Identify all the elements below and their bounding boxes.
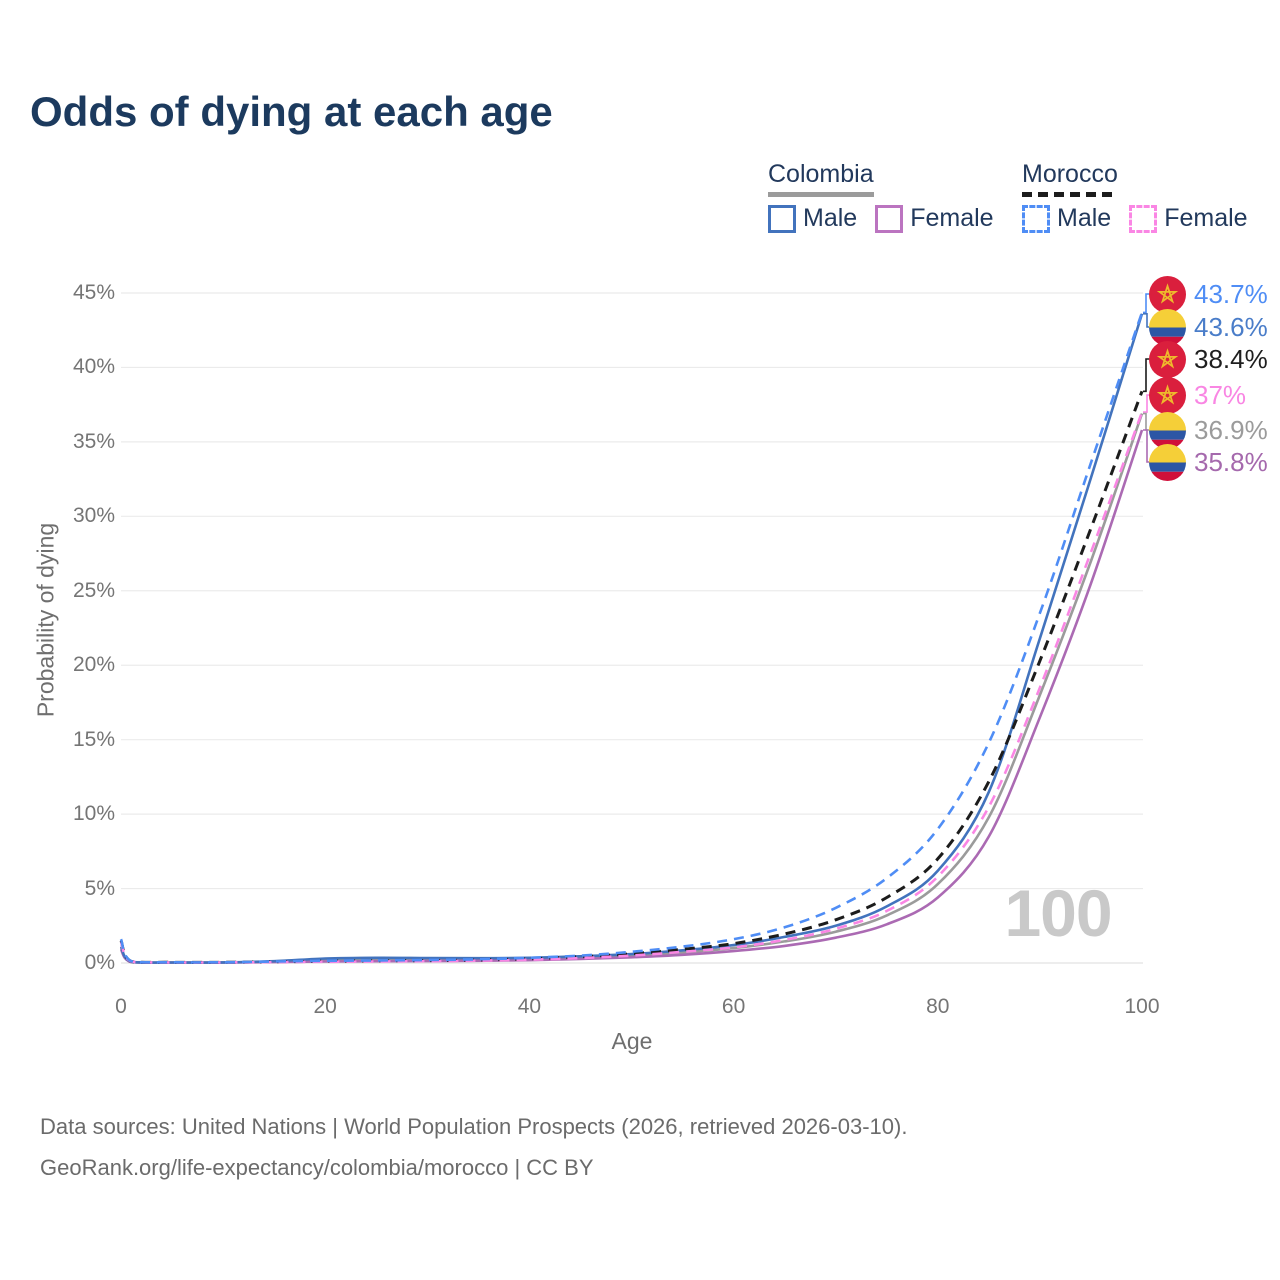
- legend-item-label: Female: [1164, 204, 1248, 232]
- morocco-female-swatch-icon: [1129, 204, 1158, 233]
- series-line-morocco-female[interactable]: [119, 411, 1144, 964]
- legend-group-morocco: Morocco Male Female: [1022, 160, 1248, 233]
- legend-item-morocco-male[interactable]: Male: [1022, 204, 1111, 233]
- morocco-male-swatch-icon: [1022, 204, 1050, 233]
- end-label-colombia-total: 36.9%: [1149, 411, 1268, 449]
- legend-country-colombia[interactable]: Colombia: [768, 160, 874, 197]
- end-label-value: 43.7%: [1194, 278, 1268, 309]
- x-axis-title: Age: [611, 1028, 653, 1054]
- y-tick-label-0: 0%: [84, 951, 115, 974]
- colombia-flag-icon: [1149, 443, 1186, 481]
- legend-items-morocco: Male Female: [1022, 204, 1248, 233]
- x-tick-label-100: 100: [1124, 995, 1160, 1018]
- end-label-morocco-male: 43.7%: [1149, 275, 1268, 313]
- colombia-line-style-swatch: [768, 192, 874, 197]
- chart-title: Odds of dying at each age: [30, 88, 553, 135]
- x-tick-label-0: 0: [115, 995, 127, 1018]
- y-tick-label-10: 10%: [72, 802, 115, 826]
- end-label-morocco-female: 37%: [1149, 376, 1246, 414]
- footer-attribution-link: GeoRank.org/life-expectancy/colombia/mor…: [40, 1155, 594, 1180]
- x-tick-label-40: 40: [517, 995, 542, 1018]
- series-line-morocco-total[interactable]: [119, 390, 1144, 964]
- end-label-value: 43.6%: [1194, 311, 1268, 342]
- x-tick-label-80: 80: [926, 995, 950, 1018]
- y-tick-label-25: 25%: [72, 578, 115, 602]
- legend-items-colombia: Male Female: [768, 204, 994, 233]
- legend: Colombia Male Female Morocco: [0, 160, 1280, 250]
- end-label-colombia-female: 35.8%: [1149, 443, 1268, 481]
- series-line-morocco-male[interactable]: [119, 311, 1144, 964]
- colombia-female-swatch-icon: [875, 204, 904, 233]
- y-tick-label-35: 35%: [72, 429, 115, 453]
- legend-country-label: Colombia: [768, 160, 874, 188]
- colombia-male-swatch-icon: [768, 204, 796, 233]
- footer: Data sources: United Nations | World Pop…: [40, 1106, 907, 1188]
- legend-item-label: Male: [803, 204, 858, 232]
- end-label-value: 37%: [1194, 379, 1247, 410]
- end-label-morocco-total: 38.4%: [1149, 340, 1268, 378]
- morocco-flag-icon: [1149, 340, 1186, 378]
- end-label-value: 36.9%: [1194, 414, 1268, 445]
- legend-item-label: Female: [910, 204, 994, 232]
- series-line-colombia-total[interactable]: [119, 413, 1144, 964]
- y-tick-label-15: 15%: [72, 727, 115, 751]
- morocco-flag-icon: [1149, 376, 1186, 414]
- y-tick-label-5: 5%: [84, 876, 115, 900]
- series-line-colombia-female[interactable]: [119, 429, 1144, 964]
- x-tick-label-60: 60: [721, 995, 746, 1018]
- y-tick-label-30: 30%: [72, 504, 115, 528]
- legend-country-morocco[interactable]: Morocco: [1022, 160, 1118, 197]
- legend-item-morocco-female[interactable]: Female: [1129, 204, 1248, 233]
- legend-item-colombia-male[interactable]: Male: [768, 204, 857, 233]
- morocco-line-style-swatch: [1022, 192, 1118, 197]
- legend-item-label: Male: [1057, 204, 1112, 232]
- legend-group-colombia: Colombia Male Female: [768, 160, 994, 233]
- legend-item-colombia-female[interactable]: Female: [875, 204, 994, 233]
- footer-data-sources: Data sources: United Nations | World Pop…: [40, 1114, 908, 1139]
- morocco-flag-icon: [1149, 275, 1186, 313]
- end-label-value: 38.4%: [1194, 343, 1268, 374]
- y-tick-label-45: 45%: [72, 281, 115, 304]
- x-tick-label-20: 20: [313, 995, 337, 1018]
- series-line-colombia-male[interactable]: [119, 313, 1144, 964]
- end-label-value: 35.8%: [1194, 446, 1268, 477]
- legend-country-label: Morocco: [1022, 160, 1118, 188]
- y-tick-label-40: 40%: [72, 355, 115, 379]
- y-tick-label-20: 20%: [72, 653, 115, 677]
